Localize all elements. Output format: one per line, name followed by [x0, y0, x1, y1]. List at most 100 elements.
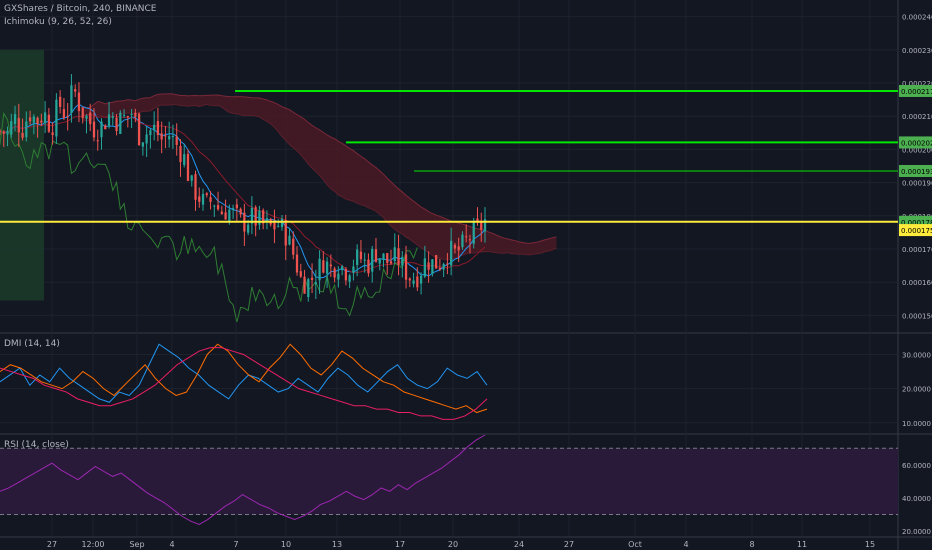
- candle-body: [43, 112, 47, 124]
- candle-body: [277, 225, 280, 227]
- candle-body: [442, 264, 445, 270]
- candle-body: [250, 207, 254, 224]
- candle-body: [28, 117, 32, 122]
- candle-body: [205, 193, 208, 196]
- candle-body: [363, 259, 366, 261]
- dmi-tick-label: 20.0000: [902, 386, 931, 394]
- x-tick-label: 8: [749, 540, 754, 549]
- candle-body: [21, 132, 24, 138]
- candle-body: [70, 85, 73, 114]
- x-tick-label: 13: [332, 540, 342, 549]
- candle-body: [419, 275, 423, 284]
- candle-body: [431, 259, 434, 274]
- candle-body: [171, 135, 175, 138]
- rsi-pane[interactable]: [0, 434, 898, 525]
- candle-body: [273, 220, 276, 230]
- rsi-band: [0, 448, 898, 515]
- x-tick-label: 20: [448, 540, 458, 549]
- candle-body: [32, 116, 35, 123]
- x-tick-label: Sep: [129, 540, 144, 549]
- kumo-bullish: [0, 49, 44, 301]
- rsi-tick-label: 60.0000: [902, 462, 931, 470]
- candle-body: [280, 218, 284, 228]
- candle-body: [434, 255, 438, 269]
- candle-body: [62, 109, 66, 119]
- chart-title: GXShares / Bitcoin, 240, BINANCE: [4, 4, 157, 14]
- dmi-pane[interactable]: [0, 343, 488, 420]
- x-tick-label: 27: [564, 540, 574, 549]
- candle-body: [216, 205, 220, 210]
- rsi-tick-label: 40.0000: [902, 495, 931, 503]
- chikou-line: [0, 111, 418, 323]
- price-label-text: 0.0001935: [901, 168, 932, 176]
- candle-body: [6, 130, 9, 135]
- candle-body: [59, 96, 62, 107]
- candle-body: [134, 112, 137, 117]
- candle-body: [310, 277, 314, 281]
- candle-body: [472, 222, 475, 244]
- candle-body: [235, 204, 238, 209]
- candle-body: [378, 258, 381, 264]
- candle-body: [40, 120, 43, 123]
- rsi-tick-label: 20.0000: [902, 528, 931, 536]
- candle-body: [382, 253, 385, 260]
- adx-line: [0, 347, 488, 420]
- candle-body: [17, 117, 20, 133]
- price-label-text: 0.0002176: [901, 88, 932, 96]
- candle-body: [137, 113, 141, 145]
- candle-body: [213, 205, 216, 207]
- price-tick-label: 0.0002000: [902, 146, 932, 154]
- axes: 27 12:00 Sep 4 7 10 13 17 20 24 27 Oct 4 8 11 15 0.00024…: [47, 14, 932, 549]
- candle-body: [438, 267, 442, 270]
- candle-body: [314, 282, 317, 285]
- rsi-label[interactable]: RSI (14, close): [4, 440, 69, 450]
- candle-body: [175, 136, 178, 145]
- indicator-label[interactable]: Ichimoku (9, 26, 52, 26): [4, 17, 112, 27]
- candle-body: [461, 234, 464, 248]
- price-label-box: [899, 84, 932, 97]
- candle-body: [168, 136, 171, 140]
- candle-body: [111, 116, 114, 119]
- candle-body: [122, 115, 126, 117]
- price-label-box: [899, 164, 932, 177]
- candle-body: [348, 275, 351, 282]
- candle-body: [0, 130, 2, 132]
- candle-body: [352, 266, 355, 273]
- candle-body: [483, 219, 487, 232]
- candle-body: [224, 212, 227, 220]
- candle-body: [393, 247, 396, 262]
- candle-body: [119, 112, 122, 134]
- candle-body: [292, 238, 295, 255]
- candle-body: [141, 142, 144, 147]
- dmi-plus-line: [0, 343, 488, 403]
- x-tick-label: 4: [683, 540, 688, 549]
- horizontal-levels[interactable]: [0, 89, 898, 223]
- candle-body: [164, 135, 167, 137]
- dmi-tick-label: 10.0000: [902, 420, 931, 428]
- x-tick-label: 7: [233, 540, 238, 549]
- candle-body: [476, 218, 479, 223]
- candle-body: [404, 254, 408, 280]
- kijun-line: [0, 114, 486, 274]
- x-tick-label: 17: [395, 540, 405, 549]
- candle-body: [344, 269, 348, 281]
- candle-body: [423, 258, 426, 277]
- x-tick-label: Oct: [628, 540, 642, 549]
- candle-body: [209, 197, 212, 202]
- candle-body: [201, 193, 205, 205]
- price-tick-label: 0.0002200: [902, 80, 932, 88]
- candle-body: [386, 253, 389, 263]
- dmi-label[interactable]: DMI (14, 14): [4, 339, 60, 349]
- candle-body: [295, 254, 299, 273]
- candle-body: [77, 92, 81, 112]
- candle-body: [389, 261, 393, 264]
- candle-body: [55, 99, 58, 137]
- candle-body: [239, 208, 242, 215]
- candle-body: [47, 114, 51, 132]
- candle-body: [325, 261, 329, 274]
- candle-body: [262, 210, 265, 224]
- x-tick-label: 27: [47, 540, 57, 549]
- candle-body: [401, 256, 404, 266]
- candle-body: [416, 276, 419, 288]
